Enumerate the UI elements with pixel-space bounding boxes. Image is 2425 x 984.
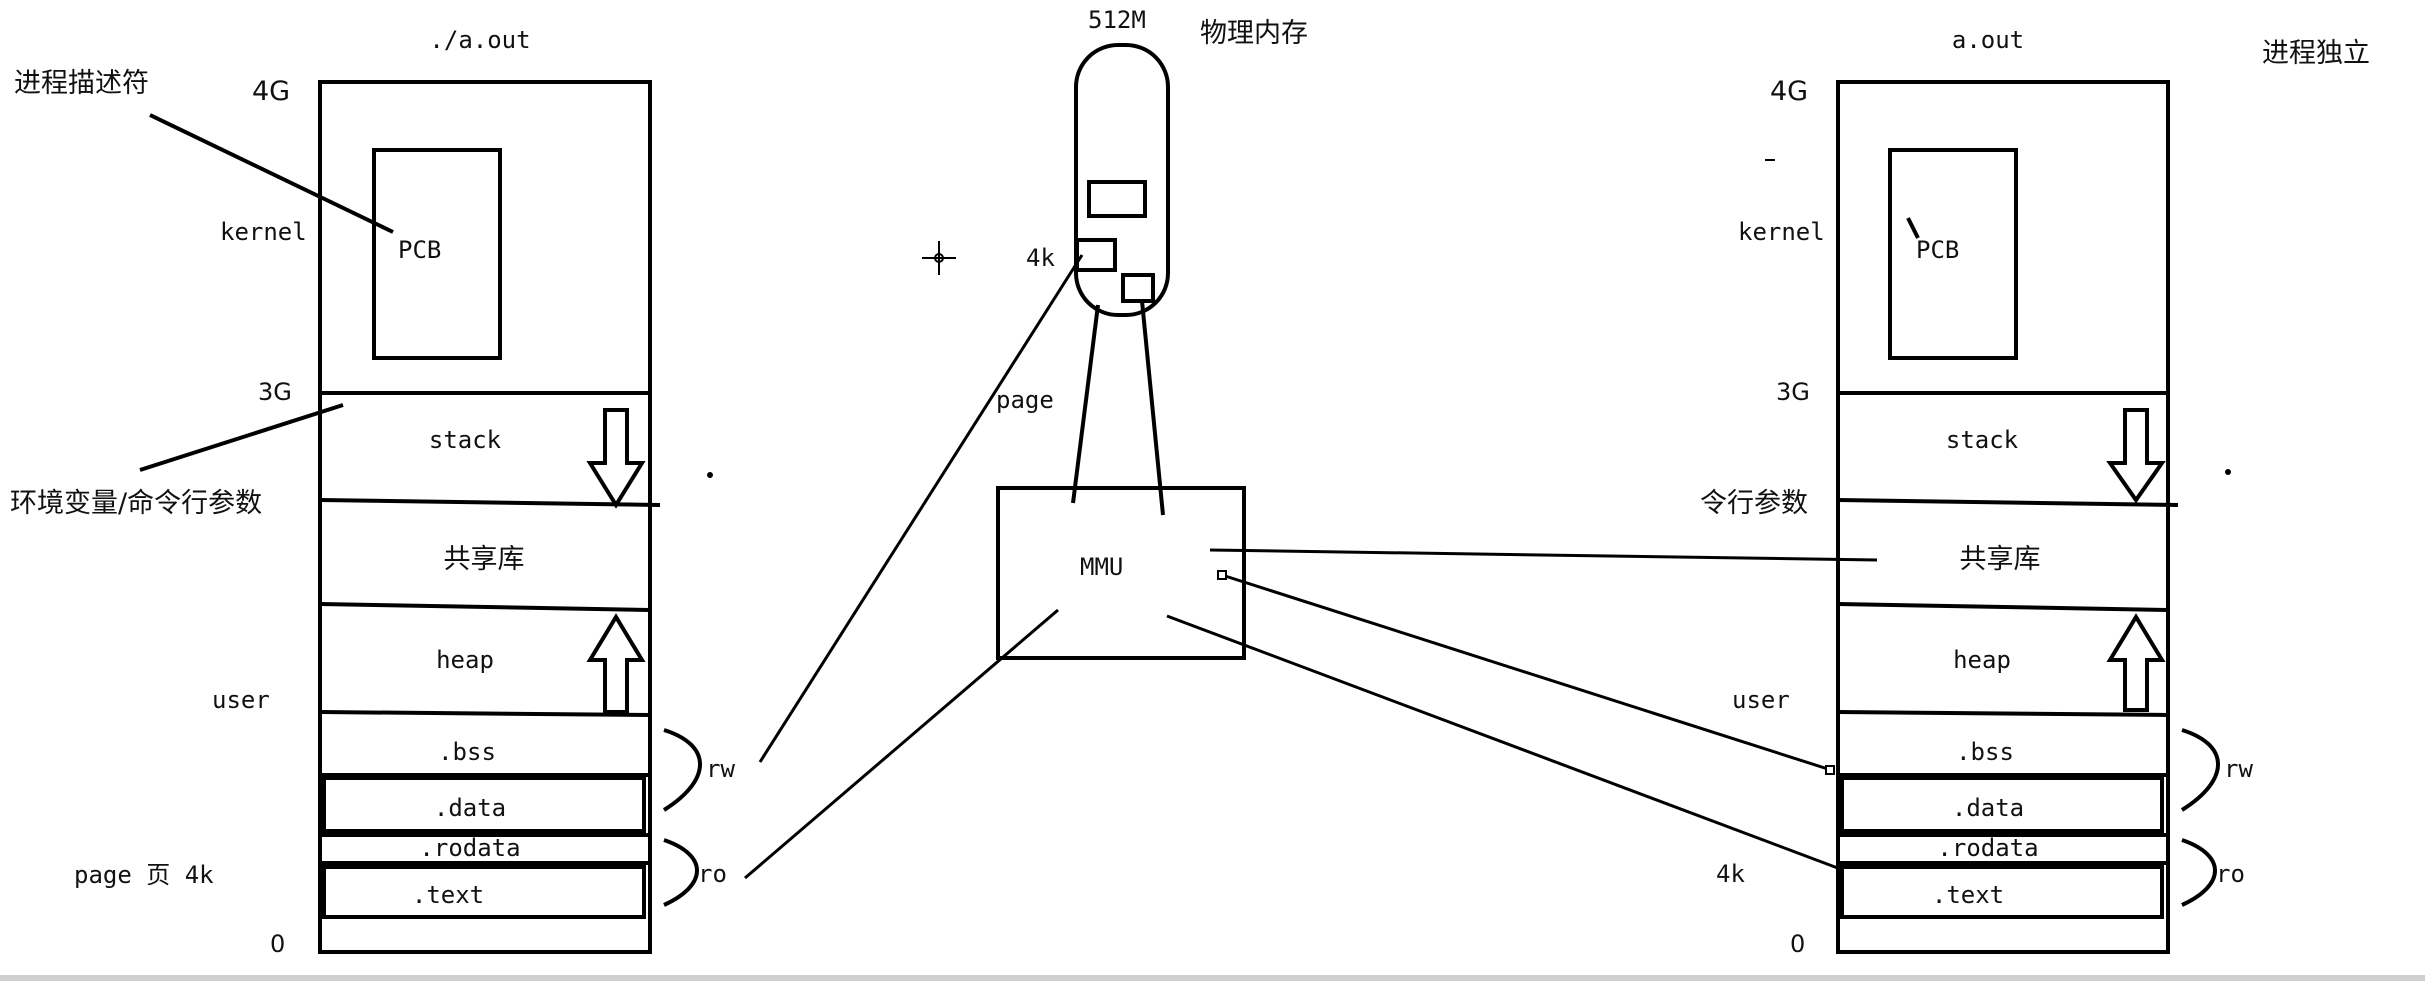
right-address-space-box <box>1836 80 2170 954</box>
right-annotation-cmd: 令行参数 <box>1700 488 1808 519</box>
mmu-label: MMU <box>1080 553 1123 581</box>
left-ro-to-mmu-line <box>744 608 1059 880</box>
physical-memory-title: 物理内存 <box>1200 18 1308 49</box>
right-sharedlib-bottom-line <box>1837 602 2169 612</box>
right-pcb-annotation-line <box>1906 217 1920 239</box>
stray-dot-left <box>707 472 713 478</box>
left-data-segment-box <box>322 776 646 833</box>
physical-block-4k-label: 4k <box>1026 244 1055 272</box>
left-label-4g: 4G <box>252 76 290 107</box>
right-label-3g: 3G <box>1776 378 1810 406</box>
left-rw-brace <box>662 728 702 812</box>
right-heap-up-arrow <box>2106 613 2166 712</box>
right-bss-connector-dot <box>1825 765 1835 775</box>
right-data-label: .data <box>1952 794 2024 822</box>
left-file-label: ./a.out <box>429 26 530 54</box>
left-data-label: .data <box>434 794 506 822</box>
mmu-to-right-sharedlib-line <box>1209 548 1878 562</box>
right-text-label: .text <box>1932 881 2004 909</box>
physical-page-block-1 <box>1087 180 1147 218</box>
right-heap-bottom-line <box>1837 710 2169 717</box>
mmu-to-right-bss-line <box>1221 573 1832 772</box>
physical-page-label: page <box>996 386 1054 414</box>
left-process-address-space <box>139 80 702 954</box>
physical-memory-chip <box>1074 43 1170 317</box>
stray-dot-right <box>2225 469 2231 475</box>
right-pcb-label: PCB <box>1916 236 1959 264</box>
mmu-to-right-text-line <box>1166 614 1844 872</box>
left-pcb-box <box>372 148 502 360</box>
left-page-note: page 页 4k <box>74 861 214 889</box>
right-rodata-label: .rodata <box>1937 834 2038 862</box>
left-stack-bottom-line <box>319 498 661 507</box>
left-text-segment-box <box>322 865 646 919</box>
left-rodata-label: .rodata <box>419 834 520 862</box>
right-sharedlib-label: 共享库 <box>1960 544 2041 575</box>
left-ro-label: ro <box>698 860 727 888</box>
right-data-segment-box <box>1840 776 2164 833</box>
left-bss-label: .bss <box>438 738 496 766</box>
right-stack-down-arrow <box>2106 408 2166 504</box>
left-rw-to-physical-line <box>758 254 1084 763</box>
left-heap-label: heap <box>436 646 494 674</box>
left-label-0: 0 <box>270 930 285 958</box>
mmu-connector-dot <box>1217 570 1227 580</box>
physical-memory <box>1074 43 1170 317</box>
right-annotation-isolated: 进程独立 <box>2262 38 2370 69</box>
physical-memory-size-label: 512M <box>1088 6 1146 34</box>
physical-page-block-2 <box>1075 238 1117 272</box>
left-rw-label: rw <box>706 755 735 783</box>
right-ro-label: ro <box>2216 860 2245 888</box>
left-env-annotation-line <box>139 403 344 472</box>
left-user-label: user <box>212 686 270 714</box>
right-file-label: a.out <box>1952 26 2024 54</box>
mmu-box <box>996 486 1246 660</box>
left-pcb-label: PCB <box>398 236 441 264</box>
left-kernel-label: kernel <box>220 218 307 246</box>
right-user-label: user <box>1732 686 1790 714</box>
mmu-unit <box>996 300 1246 660</box>
left-annotation-env: 环境变量/命令行参数 <box>10 488 262 519</box>
left-heap-bottom-line <box>319 710 651 717</box>
left-pcb-annotation-line <box>149 113 394 234</box>
right-kernel-label: kernel <box>1738 218 1825 246</box>
physical-page-block-3 <box>1121 273 1155 303</box>
right-stack-bottom-line <box>1837 498 2179 507</box>
left-sharedlib-label: 共享库 <box>444 544 525 575</box>
right-text-segment-box <box>1840 865 2164 919</box>
mapping-lines <box>744 254 1878 880</box>
right-rw-label: rw <box>2224 755 2253 783</box>
right-ro-brace <box>2181 838 2217 907</box>
left-annotation-pcb: 进程描述符 <box>14 68 149 99</box>
right-label-4g: 4G <box>1770 76 1808 107</box>
mmu-to-physical-line-2 <box>1140 300 1165 516</box>
mmu-to-physical-line-1 <box>1071 304 1100 504</box>
right-pcb-box <box>1888 148 2018 360</box>
left-ro-brace <box>663 838 699 907</box>
right-page-note: 4k <box>1716 860 1745 888</box>
left-heap-up-arrow <box>586 613 646 714</box>
left-sharedlib-bottom-line <box>319 602 651 612</box>
left-address-space-box <box>318 80 652 954</box>
crosshair-icon <box>922 241 956 275</box>
left-stack-label: stack <box>429 426 502 454</box>
left-stack-down-arrow <box>586 408 646 509</box>
right-stack-label: stack <box>1946 426 2019 454</box>
left-text-label: .text <box>412 881 484 909</box>
right-heap-label: heap <box>1953 646 2011 674</box>
right-bss-label: .bss <box>1956 738 2014 766</box>
right-label-0: 0 <box>1790 930 1805 958</box>
right-rw-brace <box>2180 728 2220 812</box>
left-label-3g: 3G <box>258 378 292 406</box>
right-process-address-space <box>1836 80 2220 954</box>
